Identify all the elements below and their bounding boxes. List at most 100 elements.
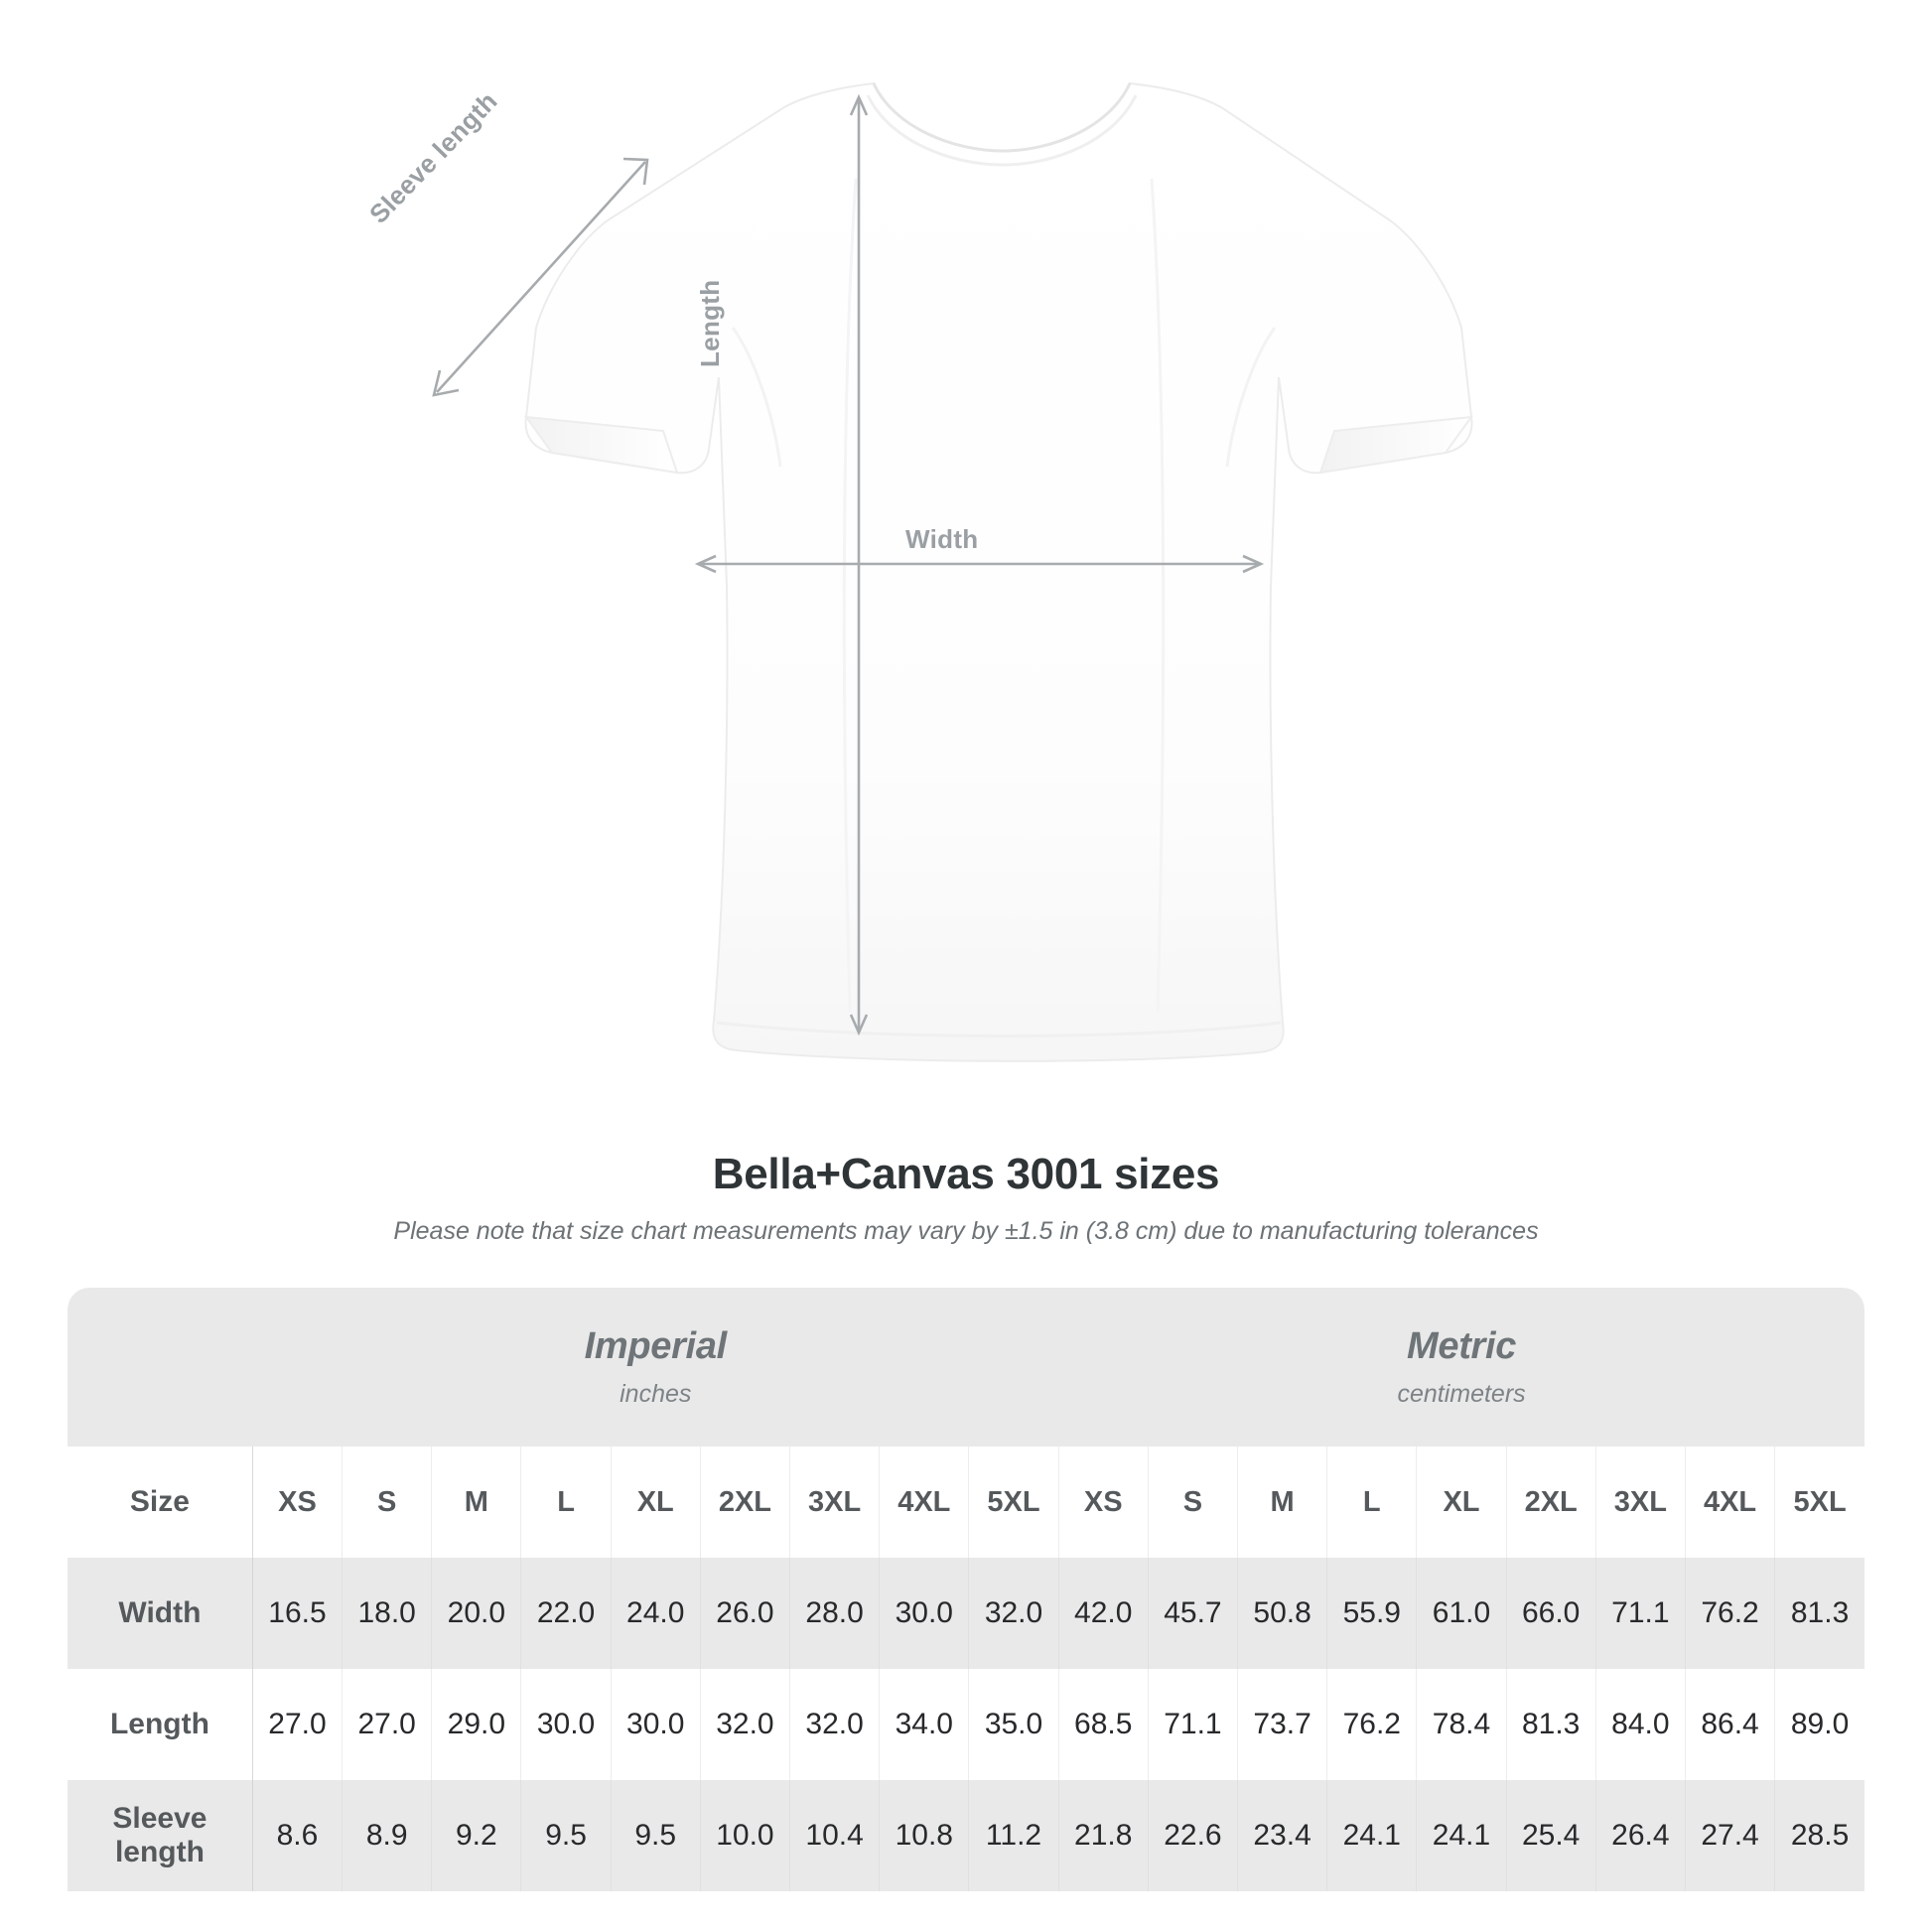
- cell-length-2xl-imperial: 32.0: [700, 1669, 791, 1780]
- cell-length-xl-metric: 78.4: [1416, 1669, 1507, 1780]
- cell-width-m-imperial: 20.0: [431, 1558, 522, 1669]
- cell-length-s-metric: 71.1: [1148, 1669, 1239, 1780]
- tshirt-diagram: Sleeve length Length Width: [363, 81, 1474, 1062]
- cell-length-5xl-metric: 89.0: [1774, 1669, 1864, 1780]
- tolerance-note: Please note that size chart measurements…: [393, 1217, 1539, 1245]
- cell-width-xl-metric: 61.0: [1416, 1558, 1507, 1669]
- column-header-xl-imperial: XL: [611, 1447, 701, 1558]
- cell-sleeve-length-xl-metric: 24.1: [1416, 1780, 1507, 1891]
- sleeve-arrow-line: [436, 161, 646, 393]
- cell-width-xs-imperial: 16.5: [252, 1558, 344, 1669]
- row-label-length: Length: [68, 1669, 253, 1780]
- cell-length-l-metric: 76.2: [1326, 1669, 1418, 1780]
- cell-width-4xl-metric: 76.2: [1685, 1558, 1776, 1669]
- cell-sleeve-length-2xl-imperial: 10.0: [700, 1780, 791, 1891]
- cell-length-m-imperial: 29.0: [431, 1669, 522, 1780]
- column-header-4xl-metric: 4XL: [1685, 1447, 1776, 1558]
- banner-spacer-cell: [68, 1288, 253, 1447]
- cell-sleeve-length-m-metric: 23.4: [1237, 1780, 1328, 1891]
- cell-length-3xl-imperial: 32.0: [789, 1669, 881, 1780]
- column-header-xs-imperial: XS: [252, 1447, 344, 1558]
- cell-length-4xl-imperial: 34.0: [879, 1669, 970, 1780]
- cell-length-xs-metric: 68.5: [1058, 1669, 1149, 1780]
- cell-sleeve-length-s-imperial: 8.9: [342, 1780, 433, 1891]
- column-header-3xl-metric: 3XL: [1595, 1447, 1686, 1558]
- column-header-m-imperial: M: [431, 1447, 522, 1558]
- cell-length-2xl-metric: 81.3: [1506, 1669, 1596, 1780]
- cell-width-2xl-imperial: 26.0: [700, 1558, 791, 1669]
- column-header-s-imperial: S: [342, 1447, 433, 1558]
- cell-length-s-imperial: 27.0: [342, 1669, 433, 1780]
- column-header-2xl-metric: 2XL: [1506, 1447, 1596, 1558]
- column-header-3xl-imperial: 3XL: [789, 1447, 881, 1558]
- column-header-s-metric: S: [1148, 1447, 1239, 1558]
- cell-width-l-metric: 55.9: [1326, 1558, 1418, 1669]
- cell-width-5xl-metric: 81.3: [1774, 1558, 1864, 1669]
- cell-sleeve-length-l-metric: 24.1: [1326, 1780, 1418, 1891]
- cell-width-5xl-imperial: 32.0: [968, 1558, 1059, 1669]
- cell-sleeve-length-3xl-metric: 26.4: [1595, 1780, 1686, 1891]
- cell-sleeve-length-5xl-imperial: 11.2: [968, 1780, 1059, 1891]
- column-header-l-metric: L: [1326, 1447, 1418, 1558]
- cell-width-2xl-metric: 66.0: [1506, 1558, 1596, 1669]
- width-label: Width: [905, 524, 979, 554]
- chart-caption: Bella+Canvas 3001 sizes Please note that…: [0, 1150, 1932, 1246]
- shirt-body-shape: [523, 81, 1474, 1062]
- row-label-sleeve-length: Sleeve length: [68, 1780, 253, 1891]
- cell-sleeve-length-4xl-imperial: 10.8: [879, 1780, 970, 1891]
- unit-group-metric: Metric centimeters: [1058, 1288, 1864, 1447]
- column-header-m-metric: M: [1237, 1447, 1328, 1558]
- column-header-2xl-imperial: 2XL: [700, 1447, 791, 1558]
- cell-sleeve-length-m-imperial: 9.2: [431, 1780, 522, 1891]
- cell-sleeve-length-s-metric: 22.6: [1148, 1780, 1239, 1891]
- cell-length-3xl-metric: 84.0: [1595, 1669, 1686, 1780]
- size-table: Imperial inches Metric centimeters Size XS S M L…: [68, 1288, 1864, 1891]
- cell-length-4xl-metric: 86.4: [1685, 1669, 1776, 1780]
- cell-sleeve-length-l-imperial: 9.5: [520, 1780, 612, 1891]
- column-header-size: Size: [68, 1447, 253, 1558]
- column-header-4xl-imperial: 4XL: [879, 1447, 970, 1558]
- cell-width-s-metric: 45.7: [1148, 1558, 1239, 1669]
- column-header-5xl-metric: 5XL: [1774, 1447, 1864, 1558]
- cell-width-xl-imperial: 24.0: [611, 1558, 701, 1669]
- table-row: Sleeve length 8.6 8.9 9.2 9.5 9.5 10.0 10.4 10.8…: [68, 1780, 1864, 1891]
- column-header-xs-metric: XS: [1058, 1447, 1149, 1558]
- unit-group-name: Metric: [1407, 1325, 1517, 1367]
- cell-width-m-metric: 50.8: [1237, 1558, 1328, 1669]
- unit-banner-row: Imperial inches Metric centimeters: [68, 1288, 1864, 1447]
- table-header-row: Size XS S M L XL 2XL 3XL 4XL 5XL XS S M L XL 2XL 3XL 4XL 5…: [68, 1447, 1864, 1558]
- cell-length-5xl-imperial: 35.0: [968, 1669, 1059, 1780]
- column-header-xl-metric: XL: [1416, 1447, 1507, 1558]
- cell-sleeve-length-5xl-metric: 28.5: [1774, 1780, 1864, 1891]
- cell-sleeve-length-4xl-metric: 27.4: [1685, 1780, 1776, 1891]
- cell-sleeve-length-xs-metric: 21.8: [1058, 1780, 1149, 1891]
- cell-length-m-metric: 73.7: [1237, 1669, 1328, 1780]
- table-row: Width 16.5 18.0 20.0 22.0 24.0 26.0 28.0 30.0 32.…: [68, 1558, 1864, 1669]
- cell-sleeve-length-xs-imperial: 8.6: [252, 1780, 344, 1891]
- table-row: Length 27.0 27.0 29.0 30.0 30.0 32.0 32.0 34.0 35…: [68, 1669, 1864, 1780]
- cell-length-xl-imperial: 30.0: [611, 1669, 701, 1780]
- unit-group-unit: centimeters: [1397, 1380, 1526, 1408]
- length-label: Length: [695, 279, 725, 367]
- unit-group-unit: inches: [620, 1380, 692, 1408]
- unit-group-name: Imperial: [584, 1325, 728, 1367]
- cell-width-l-imperial: 22.0: [520, 1558, 612, 1669]
- cell-sleeve-length-xl-imperial: 9.5: [611, 1780, 701, 1891]
- column-header-l-imperial: L: [520, 1447, 612, 1558]
- cell-width-s-imperial: 18.0: [342, 1558, 433, 1669]
- unit-group-imperial: Imperial inches: [252, 1288, 1059, 1447]
- cell-width-xs-metric: 42.0: [1058, 1558, 1149, 1669]
- cell-width-3xl-imperial: 28.0: [789, 1558, 881, 1669]
- cell-sleeve-length-2xl-metric: 25.4: [1506, 1780, 1596, 1891]
- row-label-width: Width: [68, 1558, 253, 1669]
- cell-length-xs-imperial: 27.0: [252, 1669, 344, 1780]
- cell-length-l-imperial: 30.0: [520, 1669, 612, 1780]
- size-table-container: Imperial inches Metric centimeters Size XS S M L…: [68, 1288, 1864, 1891]
- page-title: Bella+Canvas 3001 sizes: [712, 1150, 1220, 1198]
- cell-width-4xl-imperial: 30.0: [879, 1558, 970, 1669]
- cell-sleeve-length-3xl-imperial: 10.4: [789, 1780, 881, 1891]
- tshirt-illustration-svg: [432, 81, 1474, 1062]
- cell-width-3xl-metric: 71.1: [1595, 1558, 1686, 1669]
- column-header-5xl-imperial: 5XL: [968, 1447, 1059, 1558]
